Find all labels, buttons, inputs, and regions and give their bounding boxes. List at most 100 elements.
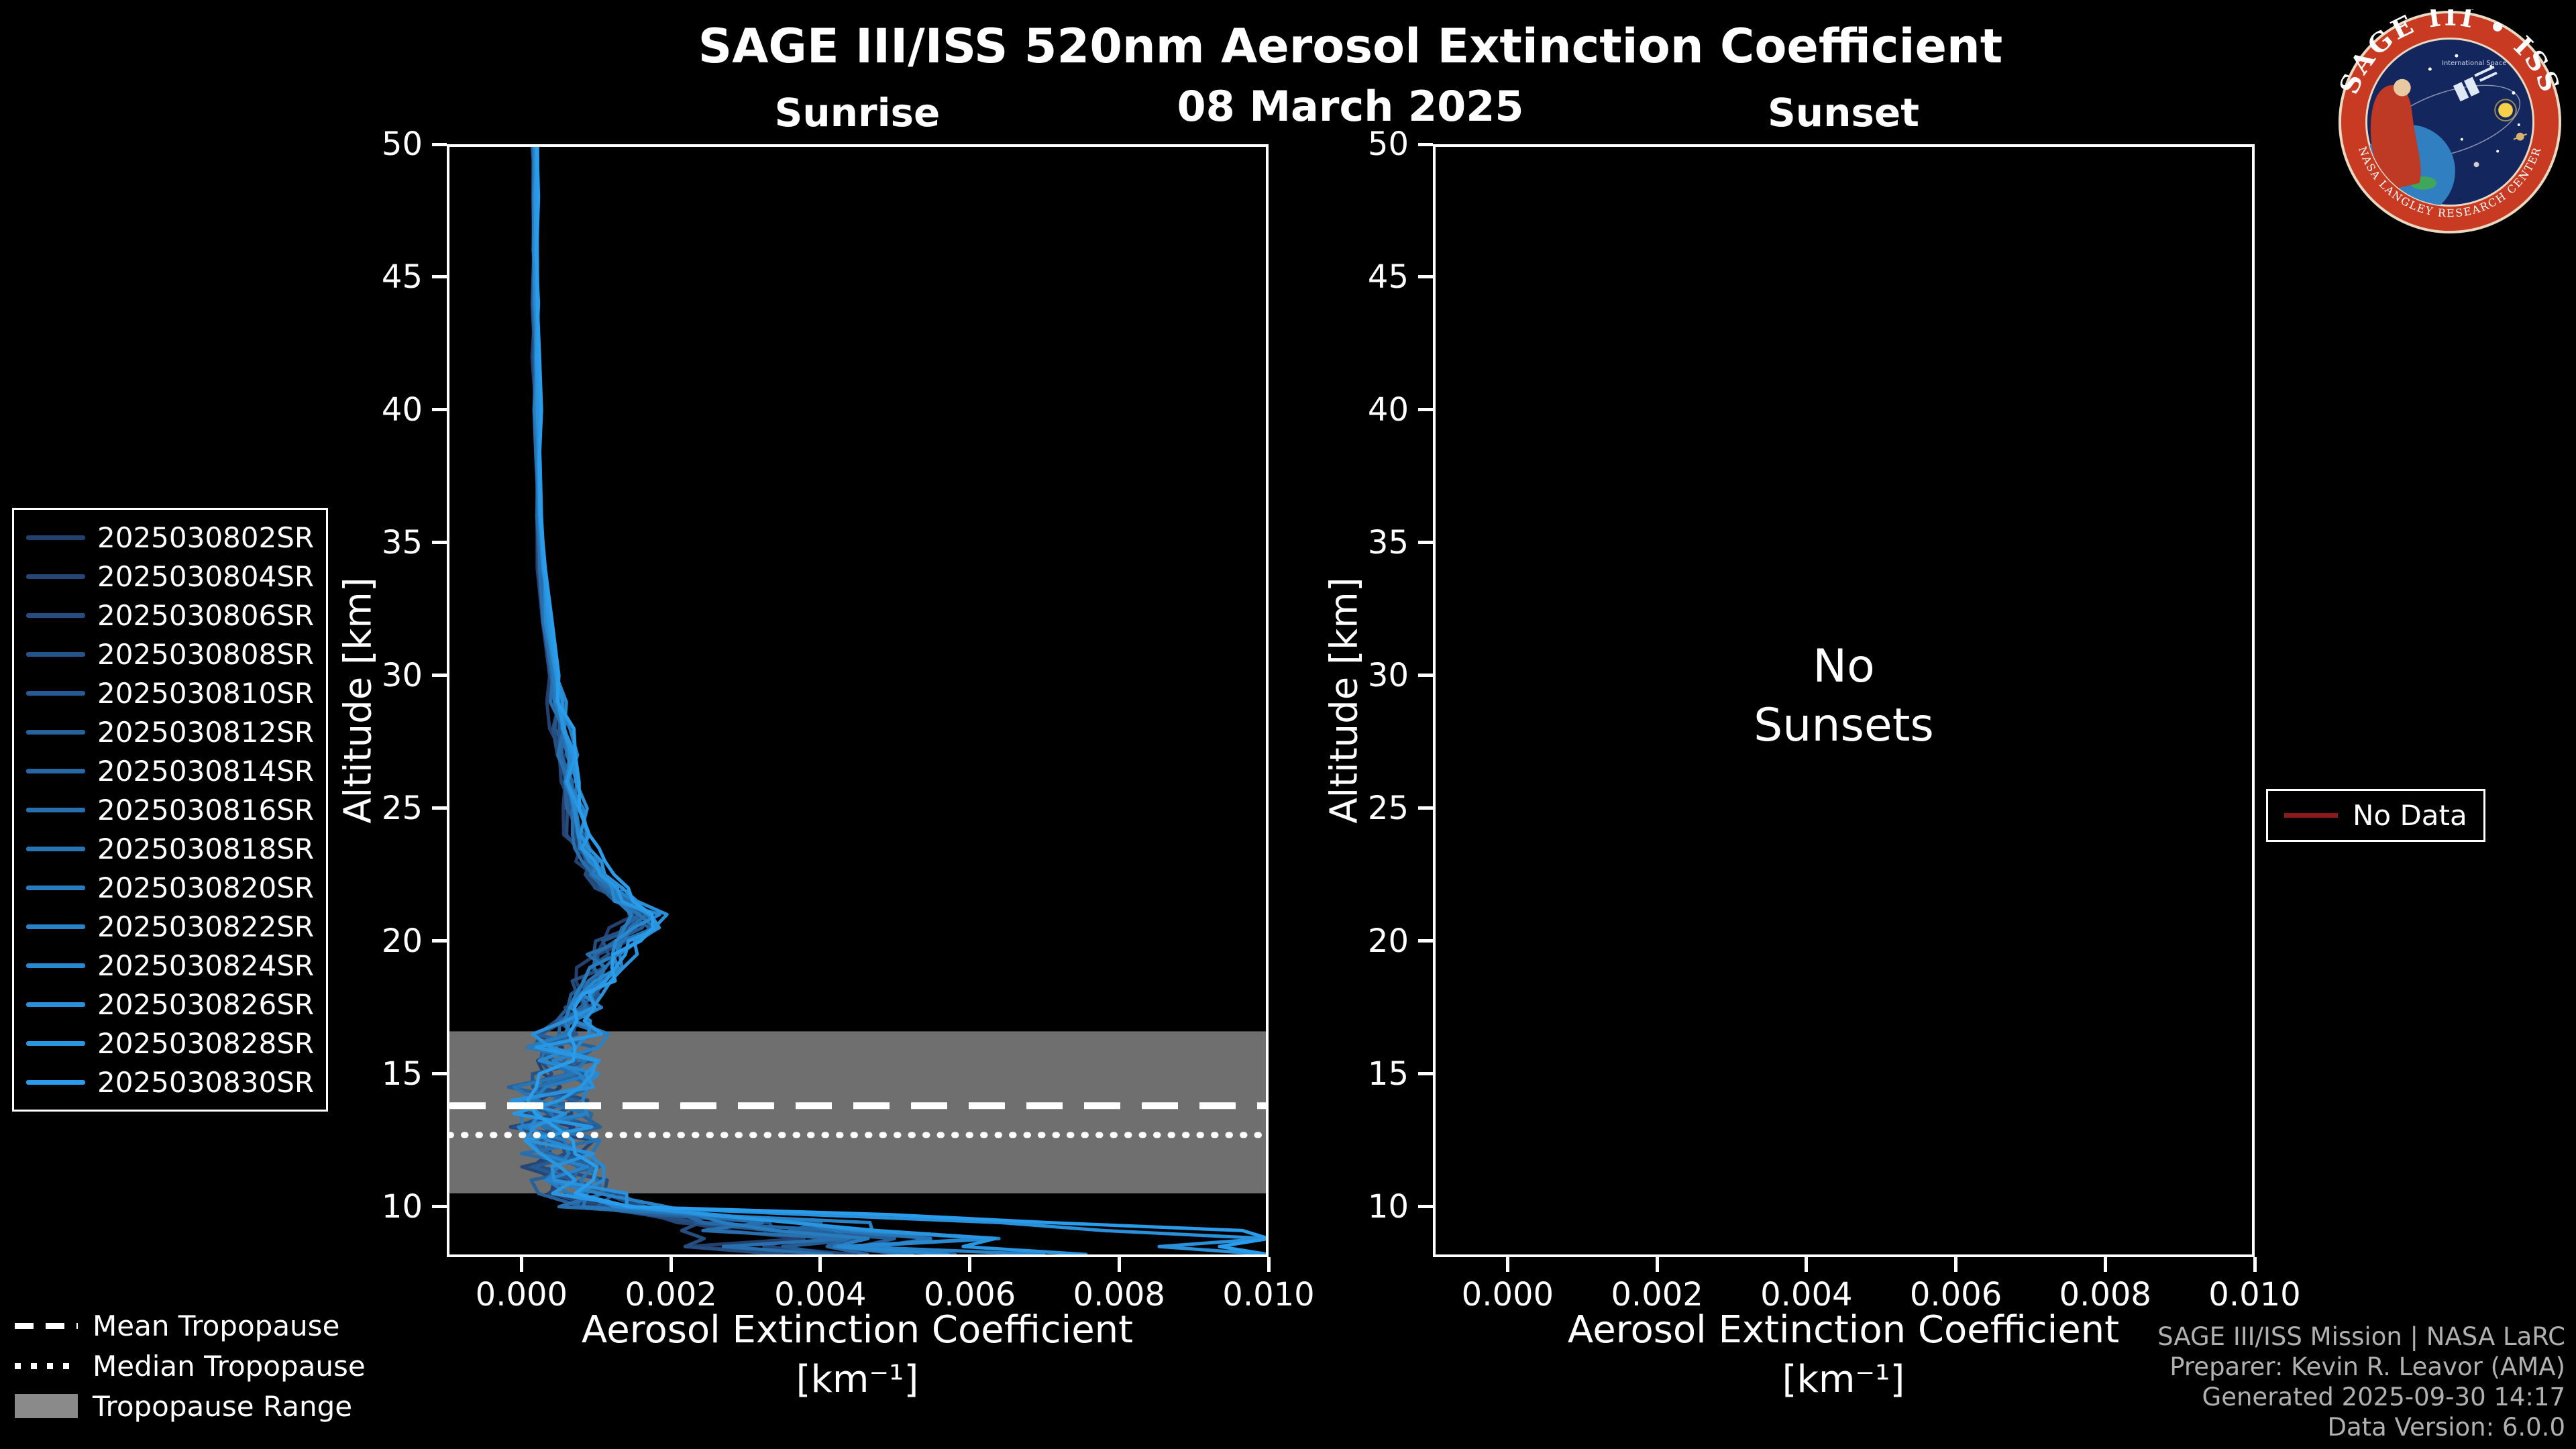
legend-item-event: 2025030830SR — [26, 1063, 314, 1102]
y-tick-label: 30 — [1367, 656, 1409, 694]
x-tick-mark — [1655, 1257, 1659, 1272]
dotted-line-swatch — [15, 1362, 78, 1369]
plot-spine — [447, 144, 1269, 1257]
logo-moon — [2473, 162, 2479, 168]
no-data-line-swatch — [2284, 813, 2338, 818]
event-line-swatch — [26, 651, 85, 657]
y-tick-mark — [432, 408, 447, 412]
event-id-label: 2025030824SR — [97, 949, 315, 982]
event-id-label: 2025030804SR — [97, 559, 315, 593]
event-line-swatch — [26, 768, 85, 773]
x-tick-mark — [1954, 1257, 1958, 1272]
y-tick-mark — [1418, 541, 1433, 545]
legend-item-event: 2025030804SR — [26, 557, 314, 596]
y-tick-label: 15 — [381, 1055, 423, 1093]
footer-line-mission: SAGE III/ISS Mission | NASA LaRC — [2157, 1322, 2565, 1351]
x-tick-label: 0.000 — [1461, 1276, 1554, 1313]
x-tick-label: 0.002 — [625, 1276, 717, 1313]
x-tick-label: 0.010 — [1222, 1276, 1315, 1313]
y-tick-label: 50 — [381, 125, 423, 163]
x-axis-label-sunset: Aerosol Extinction Coefficient — [1567, 1308, 2120, 1352]
legend-item-tropopause-range: Tropopause Range — [15, 1386, 366, 1426]
legend-item-mean-tropopause: Mean Tropopause — [15, 1305, 366, 1346]
x-tick-mark — [968, 1257, 972, 1272]
event-line-swatch — [26, 1079, 85, 1085]
legend-item-event: 2025030814SR — [26, 751, 314, 790]
sunrise-plot-canvas — [447, 144, 1269, 1257]
no-sunsets-text: No Sunsets — [1754, 640, 1934, 752]
event-line-swatch — [26, 535, 85, 540]
y-axis-label-sunrise: Altitude [km] — [336, 577, 380, 824]
event-id-label: 2025030818SR — [97, 832, 315, 865]
event-id-label: 2025030816SR — [97, 793, 315, 826]
x-axis-units-sunset: [km⁻¹] — [1782, 1358, 1905, 1401]
legend-item-event: 2025030820SR — [26, 868, 314, 907]
y-tick-label: 25 — [1367, 789, 1409, 827]
x-tick-mark — [818, 1257, 822, 1272]
y-tick-mark — [432, 541, 447, 545]
x-tick-mark — [1117, 1257, 1121, 1272]
logo-iss — [2453, 65, 2498, 102]
footer-line-generated: Generated 2025-09-30 14:17 — [2202, 1383, 2565, 1411]
x-tick-label: 0.000 — [475, 1276, 568, 1313]
y-axis-label-sunset: Altitude [km] — [1322, 577, 1366, 824]
events-legend: 2025030802SR 2025030804SR 2025030806SR 2025… — [12, 508, 329, 1112]
legend-item-event: 2025030824SR — [26, 946, 314, 985]
no-data-legend: No Data — [2266, 789, 2485, 842]
y-tick-mark — [1418, 408, 1433, 412]
event-line-swatch — [26, 1040, 85, 1046]
y-tick-mark — [1418, 1205, 1433, 1209]
x-tick-label: 0.002 — [1611, 1276, 1703, 1313]
event-id-label: 2025030830SR — [97, 1065, 315, 1099]
event-id-label: 2025030806SR — [97, 598, 315, 632]
plot-spine — [1433, 144, 2255, 1257]
y-tick-label: 20 — [381, 922, 423, 960]
x-tick-mark — [2253, 1257, 2257, 1272]
legend-label: Median Tropopause — [93, 1349, 366, 1383]
y-tick-label: 50 — [1367, 125, 1409, 163]
legend-label: Mean Tropopause — [93, 1309, 340, 1342]
x-tick-label: 0.004 — [1760, 1276, 1853, 1313]
event-id-label: 2025030808SR — [97, 637, 315, 671]
x-axis-label-sunrise: Aerosol Extinction Coefficient — [581, 1308, 1134, 1352]
figure-date: 08 March 2025 — [1177, 82, 1524, 131]
logo-iss-caption: International Space Station — [2442, 60, 2532, 67]
legend-item-median-tropopause: Median Tropopause — [15, 1346, 366, 1386]
y-tick-label: 45 — [1367, 258, 1409, 296]
x-tick-label: 0.006 — [1909, 1276, 2002, 1313]
y-tick-mark — [432, 939, 447, 943]
y-tick-mark — [1418, 1072, 1433, 1076]
event-id-label: 2025030828SR — [97, 1026, 315, 1060]
y-tick-label: 25 — [381, 789, 423, 827]
figure-title: SAGE III/ISS 520nm Aerosol Extinction Co… — [698, 19, 2003, 74]
y-tick-label: 40 — [381, 390, 423, 429]
dashed-line-swatch — [15, 1322, 78, 1329]
y-tick-mark — [432, 1205, 447, 1209]
event-line-swatch — [26, 574, 85, 579]
x-tick-mark — [1505, 1257, 1509, 1272]
tropopause-legend: Mean Tropopause Median Tropopause Tropop… — [15, 1305, 366, 1426]
y-tick-label: 35 — [381, 523, 423, 561]
legend-item-event: 2025030812SR — [26, 712, 314, 751]
event-id-label: 2025030820SR — [97, 871, 315, 904]
legend-label: Tropopause Range — [93, 1389, 353, 1423]
sunrise-plot: 10 15 20 25 30 35 40 45 50 0.000 0.002 0.004 0.006 0.… — [382, 125, 1315, 1313]
event-id-label: 2025030812SR — [97, 715, 315, 749]
event-id-label: 2025030822SR — [97, 910, 315, 943]
panel-title-sunset: Sunset — [1768, 90, 1919, 136]
event-line-swatch — [26, 885, 85, 890]
logo-sun — [2498, 103, 2513, 118]
x-tick-label: 0.010 — [2208, 1276, 2301, 1313]
y-tick-mark — [432, 1072, 447, 1076]
event-line-swatch — [26, 846, 85, 851]
footer: SAGE III/ISS Mission | NASA LaRC Prepare… — [2157, 1322, 2565, 1442]
y-tick-label: 30 — [381, 656, 423, 694]
y-tick-label: 15 — [1367, 1055, 1409, 1093]
x-tick-mark — [1267, 1257, 1271, 1272]
legend-item-event: 2025030826SR — [26, 985, 314, 1024]
y-tick-label: 20 — [1367, 922, 1409, 960]
y-tick-mark — [432, 806, 447, 810]
event-id-label: 2025030826SR — [97, 987, 315, 1021]
event-id-label: 2025030810SR — [97, 676, 315, 710]
y-tick-mark — [432, 142, 447, 146]
